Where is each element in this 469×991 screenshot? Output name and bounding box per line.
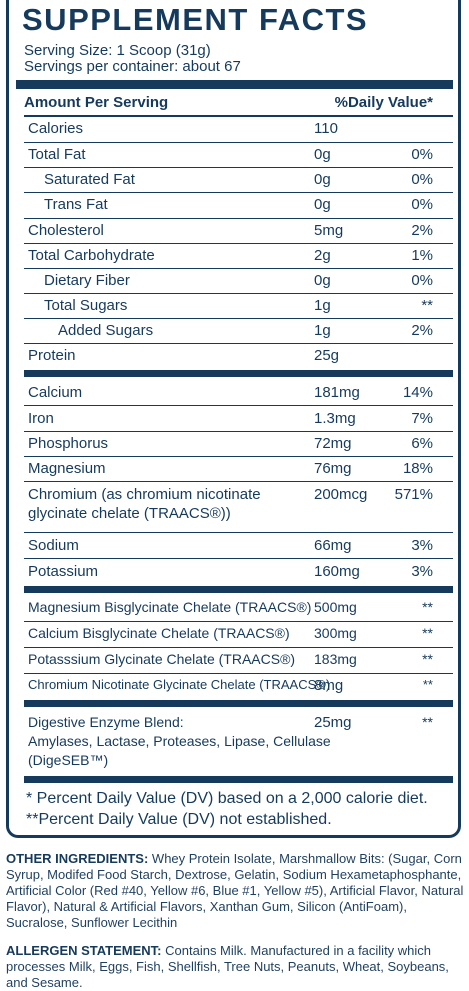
amount-per-serving-header: Amount Per Serving	[24, 94, 169, 111]
allergen-statement: ALLERGEN STATEMENT: Contains Milk. Manuf…	[6, 943, 466, 991]
nutrient-row-saturated-fat: Saturated Fat 0g 0%	[44, 171, 433, 188]
nutrient-row-cholesterol: Cholesterol 5mg 2%	[28, 222, 433, 239]
allergen-label: ALLERGEN STATEMENT:	[6, 943, 162, 958]
divider	[24, 192, 453, 193]
nutrient-row-chromium: Chromium (as chromium nicotinate glycina…	[28, 486, 433, 522]
divider	[24, 558, 453, 559]
ingredient-row-potassium-chelate: Potasssium Glycinate Chelate (TRAACS®) 18…	[28, 651, 433, 667]
ingredient-row-magnesium-chelate: Magnesium Bisglycinate Chelate (TRAACS®)…	[28, 599, 433, 615]
nutrient-row-total-fat: Total Fat 0g 0%	[28, 146, 433, 163]
other-ingredients-label: OTHER INGREDIENTS:	[6, 851, 149, 866]
ingredient-row-calcium-chelate: Calcium Bisglycinate Chelate (TRAACS®) 30…	[28, 625, 433, 641]
divider	[24, 405, 453, 406]
nutrient-row-total-sugars: Total Sugars 1g **	[44, 297, 433, 314]
nutrient-row-protein: Protein 25g	[28, 347, 340, 364]
thick-divider	[24, 586, 453, 593]
divider	[24, 647, 453, 648]
panel-title: SUPPLEMENT FACTS	[22, 2, 369, 37]
nutrient-row-magnesium: Magnesium 76mg 18%	[28, 460, 433, 477]
nutrient-row-calories: Calories 110	[28, 120, 338, 137]
divider	[24, 115, 453, 117]
nutrient-row-trans-fat: Trans Fat 0g 0%	[44, 196, 433, 213]
nutrient-row-total-carbohydrate: Total Carbohydrate 2g 1%	[28, 247, 433, 264]
nutrient-row-sodium: Sodium 66mg 3%	[28, 537, 433, 554]
nutrient-row-potassium: Potassium 160mg 3%	[28, 563, 433, 580]
footnote-not-established: **Percent Daily Value (DV) not establish…	[26, 811, 332, 828]
divider	[24, 532, 453, 533]
divider	[24, 431, 453, 432]
nutrient-row-phosphorus: Phosphorus 72mg 6%	[28, 435, 433, 452]
other-ingredients-text: Whey Protein Isolate, Marshmallow Bits: …	[6, 851, 464, 930]
divider	[24, 268, 453, 269]
thick-divider	[24, 700, 453, 707]
nutrient-row-iron: Iron 1.3mg 7%	[28, 410, 433, 427]
ingredient-row-enzyme-blend: Digestive Enzyme Blend: Amylases, Lactas…	[28, 714, 433, 768]
divider	[24, 218, 453, 219]
nutrient-row-dietary-fiber: Dietary Fiber 0g 0%	[44, 272, 433, 289]
divider	[24, 621, 453, 622]
divider	[24, 673, 453, 674]
nutrient-row-added-sugars: Added Sugars 1g 2%	[58, 322, 433, 339]
serving-size: Serving Size: 1 Scoop (31g)	[24, 42, 211, 59]
divider	[24, 481, 453, 482]
table-header: Amount Per Serving %Daily Value*	[24, 94, 433, 119]
divider	[24, 167, 453, 168]
thick-divider	[24, 776, 453, 783]
other-ingredients: OTHER INGREDIENTS: Whey Protein Isolate,…	[6, 851, 466, 931]
thick-divider	[24, 370, 453, 377]
divider	[24, 318, 453, 319]
divider	[24, 343, 453, 344]
footnote-daily-value: * Percent Daily Value (DV) based on a 2,…	[26, 790, 428, 807]
supplement-facts-panel	[6, 0, 461, 838]
ingredient-row-chromium-chelate: Chromium Nicotinate Glycinate Chelate (T…	[28, 677, 433, 694]
daily-value-header: %Daily Value*	[334, 94, 433, 111]
divider	[24, 456, 453, 457]
divider	[24, 293, 453, 294]
nutrient-row-calcium: Calcium 181mg 14%	[28, 384, 433, 401]
divider	[24, 142, 453, 143]
divider	[24, 243, 453, 244]
thick-divider	[16, 80, 453, 89]
servings-per-container: Servings per container: about 67	[24, 58, 241, 75]
